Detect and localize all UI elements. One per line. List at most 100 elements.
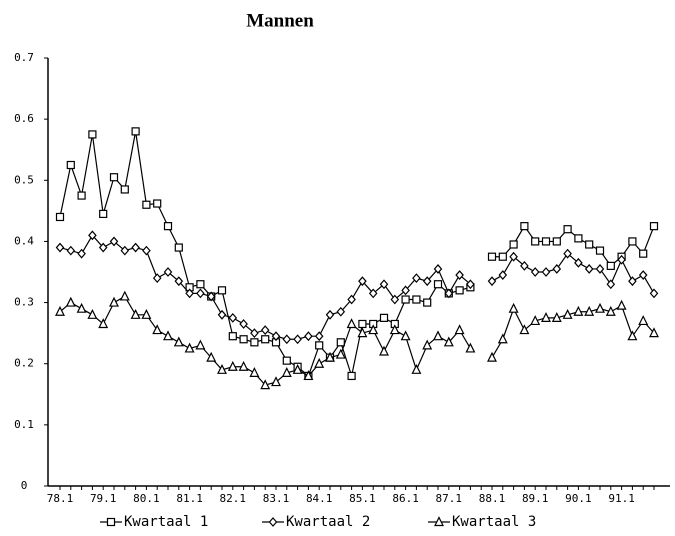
marker	[346, 318, 357, 329]
marker	[574, 234, 583, 243]
marker	[77, 248, 86, 259]
y-tick-label: 0.4	[14, 234, 34, 247]
marker	[98, 318, 109, 329]
x-tick-label: 88.1	[479, 492, 506, 505]
marker	[541, 237, 551, 246]
marker	[595, 264, 605, 274]
marker	[509, 251, 518, 262]
marker	[552, 237, 561, 246]
legend-label: Kwartaal 3	[452, 514, 536, 530]
y-tick-label: 0	[21, 479, 28, 492]
marker	[368, 324, 379, 335]
marker	[422, 276, 432, 287]
marker	[498, 252, 507, 261]
marker	[487, 276, 497, 287]
marker	[217, 286, 227, 295]
marker	[131, 127, 140, 136]
marker	[606, 279, 616, 290]
marker	[563, 248, 572, 259]
marker	[152, 324, 163, 335]
marker	[271, 376, 281, 387]
marker	[551, 312, 562, 322]
marker	[541, 267, 551, 277]
marker	[530, 267, 540, 277]
marker	[487, 252, 497, 261]
marker	[595, 246, 605, 255]
marker	[595, 302, 605, 313]
marker	[616, 299, 627, 310]
marker	[465, 342, 476, 353]
marker	[281, 367, 292, 377]
y-tick-label: 0.5	[14, 173, 34, 186]
marker	[584, 264, 594, 274]
marker	[153, 199, 162, 208]
marker	[120, 245, 130, 256]
legend-label: Kwartaal 2	[286, 514, 370, 530]
marker	[412, 273, 421, 284]
marker	[444, 288, 454, 299]
marker	[617, 254, 626, 265]
marker	[315, 341, 324, 350]
marker	[87, 308, 98, 319]
marker	[77, 191, 86, 200]
marker	[109, 173, 119, 182]
marker	[163, 267, 173, 277]
x-tick-label: 84.1	[306, 492, 333, 505]
marker	[487, 351, 497, 362]
marker	[401, 285, 410, 296]
x-tick-label: 86.1	[392, 492, 419, 505]
marker	[142, 245, 151, 256]
x-tick-label: 90.1	[565, 492, 592, 505]
marker	[163, 330, 173, 341]
marker	[357, 327, 368, 338]
marker	[508, 302, 519, 313]
marker	[228, 332, 237, 341]
marker	[249, 367, 260, 377]
marker	[379, 313, 389, 322]
marker	[531, 237, 540, 246]
marker	[76, 302, 87, 313]
marker	[292, 363, 303, 374]
marker	[443, 336, 454, 347]
marker	[260, 325, 270, 335]
marker	[573, 305, 584, 316]
marker	[250, 328, 259, 339]
marker	[228, 312, 238, 323]
marker	[196, 288, 205, 299]
marker	[152, 273, 162, 284]
marker	[55, 242, 65, 253]
marker	[206, 351, 217, 362]
marker	[217, 363, 227, 374]
marker	[423, 298, 432, 307]
marker	[628, 237, 637, 246]
marker	[196, 280, 205, 289]
marker	[552, 264, 562, 274]
marker	[433, 280, 443, 289]
x-tick-label: 79.1	[90, 492, 117, 505]
marker	[173, 336, 184, 347]
marker	[422, 339, 433, 350]
marker	[304, 331, 313, 342]
x-tick-label: 85.1	[349, 492, 376, 505]
marker	[347, 294, 356, 305]
y-tick-label: 0.6	[14, 112, 34, 125]
x-tick-label: 89.1	[522, 492, 549, 505]
marker	[541, 312, 551, 322]
marker	[206, 291, 216, 302]
marker	[55, 212, 65, 222]
marker	[379, 279, 389, 290]
series-line	[59, 295, 655, 386]
marker	[627, 330, 638, 341]
marker	[411, 363, 422, 374]
y-tick-label: 0.7	[14, 51, 34, 64]
marker	[379, 345, 389, 356]
x-tick-label: 78.1	[47, 492, 74, 505]
marker	[185, 288, 194, 299]
marker	[99, 209, 108, 219]
marker	[639, 249, 648, 258]
marker	[174, 243, 183, 252]
chart-title: Mannen	[246, 10, 314, 31]
marker	[55, 305, 65, 316]
marker	[368, 288, 378, 299]
marker	[562, 308, 573, 319]
